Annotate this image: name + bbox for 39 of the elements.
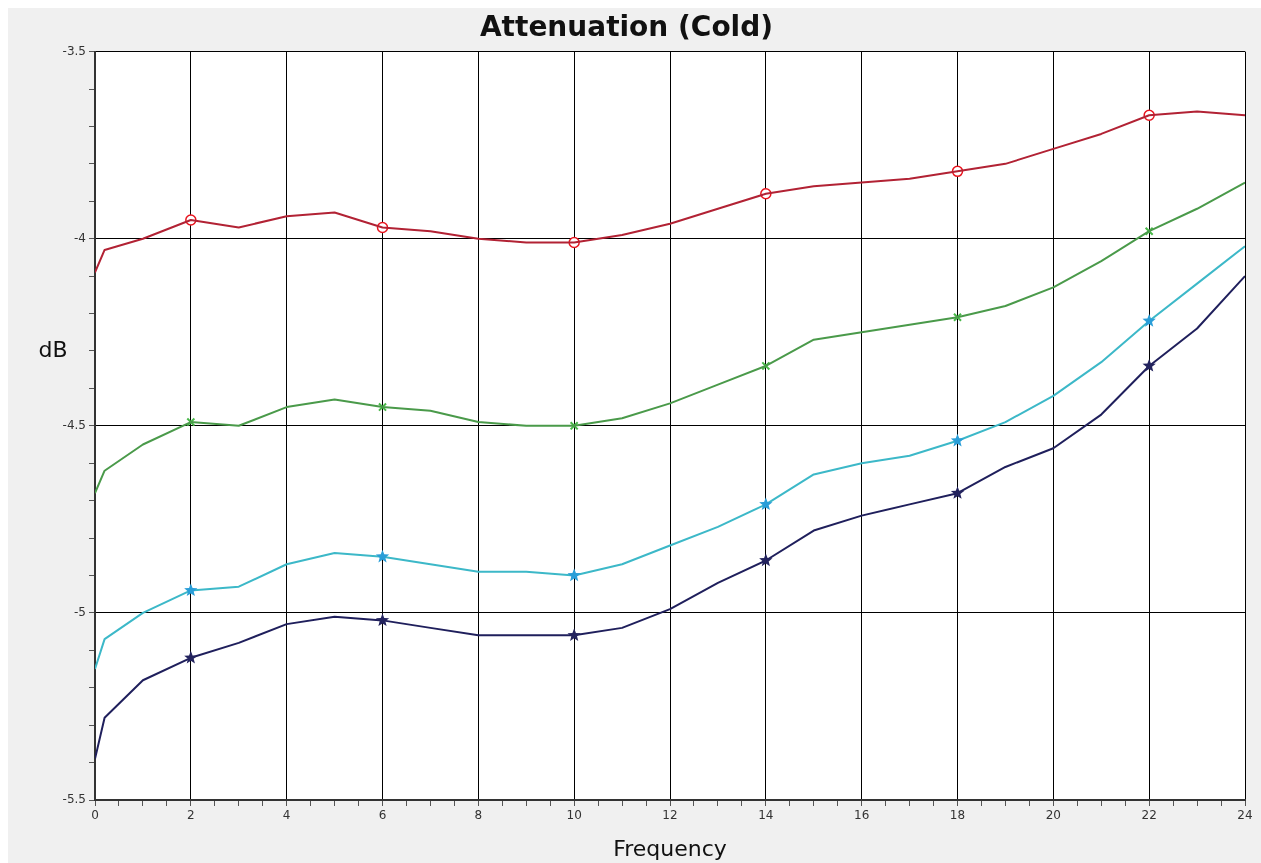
- point: [950, 486, 965, 499]
- point: [567, 568, 581, 582]
- point: [377, 402, 388, 412]
- point: [569, 421, 579, 431]
- point: [375, 613, 390, 627]
- chart-title: Attenuation (Cold): [479, 10, 774, 44]
- point: [952, 312, 963, 322]
- point: [761, 361, 771, 371]
- x-tick-label: 24: [1237, 808, 1253, 823]
- point: [950, 433, 965, 447]
- point: [186, 417, 196, 427]
- point: [184, 583, 198, 597]
- y-tick-label: -4: [74, 230, 86, 245]
- x-tick-label: 14: [758, 808, 774, 823]
- y-tick-label: -4.5: [62, 417, 86, 432]
- y-axis-title: dB: [38, 336, 68, 362]
- point: [1142, 314, 1156, 327]
- point: [759, 553, 773, 567]
- point: [759, 497, 773, 511]
- x-tick-label: 16: [854, 808, 870, 823]
- x-tick-label: 10: [566, 808, 582, 823]
- x-tick-label: 20: [1045, 808, 1061, 823]
- x-tick-label: 18: [949, 808, 966, 823]
- y-tick-label: -5: [74, 605, 86, 620]
- x-tick-label: 2: [187, 808, 195, 823]
- point: [375, 549, 390, 563]
- x-tick-label: 12: [662, 808, 678, 823]
- point: [1142, 358, 1156, 372]
- y-tick-label: -5.5: [62, 792, 86, 807]
- y-tick-label: -3.5: [62, 43, 86, 58]
- x-tick-label: 0: [91, 808, 99, 823]
- x-axis-title: Frequency: [613, 835, 727, 861]
- point: [184, 650, 198, 664]
- point: [1144, 226, 1154, 236]
- x-tick-label: 6: [378, 808, 387, 823]
- x-tick-label: 8: [474, 808, 483, 823]
- x-tick-label: 4: [282, 808, 291, 823]
- point: [567, 628, 581, 642]
- x-tick-label: 22: [1141, 808, 1157, 823]
